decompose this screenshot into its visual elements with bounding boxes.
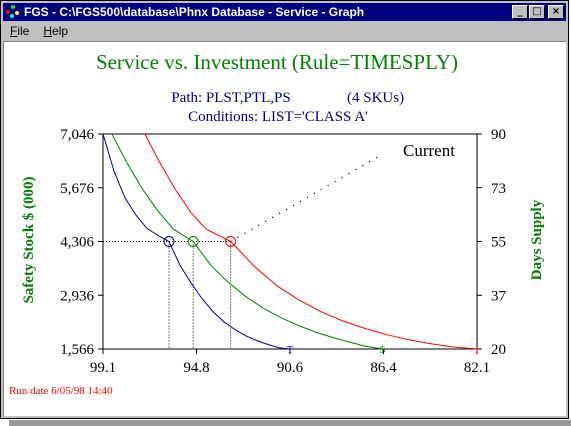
y2-tick-label: 20	[491, 342, 506, 358]
current-point-marker	[163, 236, 175, 247]
x-tick-label: 90.6	[277, 360, 304, 376]
series-end-marker: T	[287, 344, 294, 356]
chart-title: Service vs. Investment (Rule=TIMESPLY)	[96, 50, 458, 74]
series-end-marker: I	[475, 344, 479, 356]
menu-help[interactable]: Help	[43, 24, 69, 38]
minimize-button[interactable]: _	[512, 5, 528, 19]
close-button[interactable]: ×	[548, 5, 564, 19]
series-line	[102, 133, 291, 350]
series-line	[111, 133, 383, 350]
y2-tick-label: 73	[491, 181, 506, 197]
svg-text:Days Supply: Days Supply	[529, 199, 545, 280]
title-bar[interactable]: FGS - C:\FGS500\database\Phnx Database -…	[3, 3, 566, 21]
current-point-marker	[187, 236, 199, 247]
plot-frame	[102, 133, 478, 350]
y2-tick-label: 90	[491, 127, 506, 143]
y2-axis-title: Days Supply	[529, 199, 545, 280]
y-tick-label: 5,676	[60, 181, 94, 197]
menu-file[interactable]: File	[10, 24, 30, 38]
x-tick-label: 86.4	[370, 360, 397, 376]
menu-bar: File Help	[3, 22, 566, 40]
series-line	[144, 133, 478, 350]
x-tick-label: 94.8	[183, 360, 209, 376]
current-trend-line	[230, 153, 383, 243]
y2-tick-label: 55	[491, 235, 506, 251]
current-point-marker	[225, 236, 237, 247]
conditions-label: Conditions: LIST='CLASS A'	[188, 109, 368, 125]
service-investment-chart: Service vs. Investment (Rule=TIMESPLY) P…	[9, 50, 545, 397]
fgs-app-icon[interactable]	[6, 5, 20, 19]
window-title: FGS - C:\FGS500\database\Phnx Database -…	[24, 5, 365, 19]
run-date: Run date 6/05/98 14:40	[9, 385, 113, 397]
y2-tick-label: 37	[491, 288, 507, 304]
x-tick-label: 99.1	[90, 360, 116, 376]
current-annotation: Current	[403, 141, 455, 160]
maximize-button[interactable]: □	[529, 5, 545, 19]
y-axis-title: Safety Stock $ (000)	[21, 176, 37, 303]
path-label: Path: PLST,PTL,PS	[171, 90, 290, 106]
series-end-marker: $	[380, 344, 386, 356]
y-tick-label: 4,306	[60, 235, 94, 251]
x-tick-label: 82.1	[464, 360, 490, 376]
y-tick-label: 2,936	[60, 288, 94, 304]
y-tick-label: 7,046	[60, 127, 94, 143]
graph-area: Service vs. Investment (Rule=TIMESPLY) P…	[3, 41, 566, 416]
y-tick-label: 1,566	[60, 342, 94, 358]
sku-count-label: (4 SKUs)	[347, 90, 404, 106]
svg-text:Safety Stock $ (000): Safety Stock $ (000)	[21, 176, 37, 303]
